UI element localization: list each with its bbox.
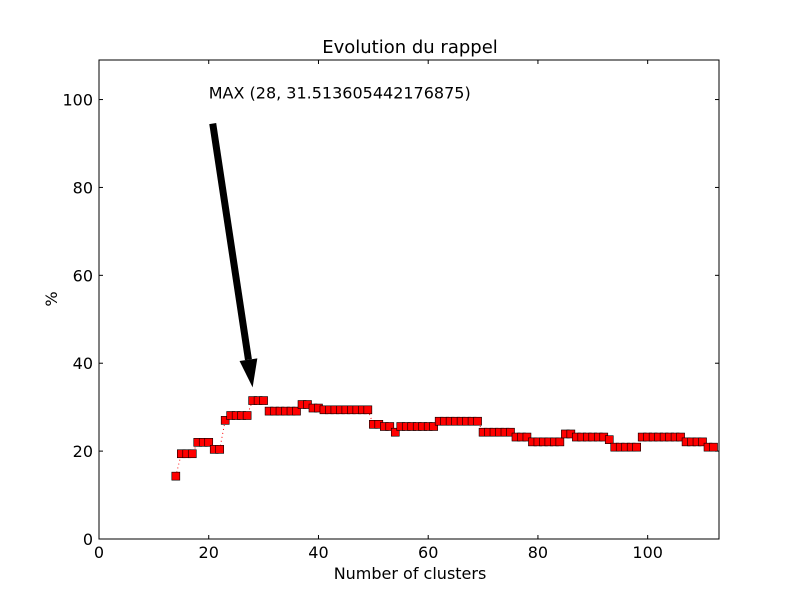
data-point <box>555 437 565 447</box>
y-tick-label: 40 <box>73 354 93 373</box>
data-point <box>522 432 532 442</box>
annotation-arrow-head <box>239 358 258 388</box>
data-point <box>220 416 230 425</box>
y-tick-label: 80 <box>73 178 93 197</box>
annotation-text: MAX (28, 31.513605442176875) <box>209 84 471 103</box>
x-tick-label: 0 <box>94 543 104 562</box>
plot-frame <box>98 59 720 540</box>
data-point <box>698 437 707 447</box>
data-point <box>171 471 181 481</box>
data-point <box>204 438 214 447</box>
y-tick-label: 60 <box>73 266 93 285</box>
y-tick-label: 0 <box>83 530 93 549</box>
data-point <box>709 442 718 452</box>
data-point <box>473 416 482 426</box>
data-point <box>429 422 438 431</box>
x-tick-label: 20 <box>199 543 219 562</box>
chart-title: Evolution du rappel <box>322 37 498 58</box>
x-tick-label: 40 <box>308 543 328 562</box>
data-point <box>385 422 395 431</box>
x-tick-label: 100 <box>632 543 663 562</box>
data-point <box>506 427 515 437</box>
data-point <box>292 406 301 416</box>
data-point <box>604 435 614 444</box>
y-tick-label: 100 <box>62 91 93 110</box>
x-tick-label: 80 <box>528 543 548 562</box>
y-tick-label: 20 <box>73 442 93 461</box>
x-axis-label: Number of clusters <box>334 564 487 583</box>
x-tick-label: 60 <box>418 543 438 562</box>
data-point <box>676 432 685 442</box>
data-point <box>632 442 641 452</box>
data-point <box>390 427 400 437</box>
y-axis-label: % <box>42 291 61 306</box>
data-point <box>242 411 252 420</box>
data-point <box>215 445 225 454</box>
data-point <box>259 396 268 405</box>
annotation-arrow-shaft <box>209 123 252 361</box>
data-point <box>187 449 197 459</box>
data-point <box>363 405 373 415</box>
